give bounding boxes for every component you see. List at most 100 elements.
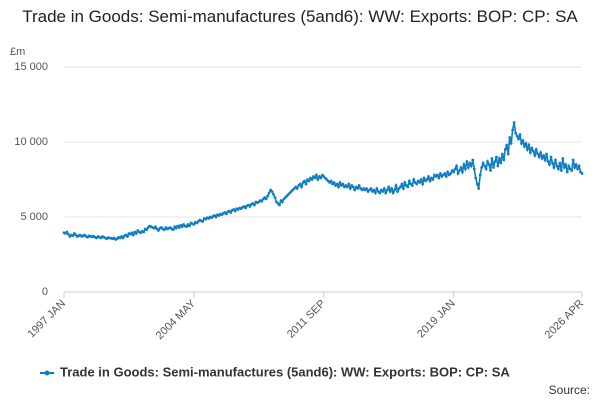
point xyxy=(244,206,247,210)
point xyxy=(341,182,345,186)
point xyxy=(477,187,481,190)
point xyxy=(335,182,339,186)
point xyxy=(145,228,149,232)
point xyxy=(391,191,395,195)
point xyxy=(337,185,340,189)
point xyxy=(564,163,568,166)
point xyxy=(418,181,422,184)
point xyxy=(531,149,535,153)
point xyxy=(406,185,410,189)
point xyxy=(469,164,473,168)
point xyxy=(452,170,456,174)
point xyxy=(515,134,519,138)
point xyxy=(483,164,486,168)
point xyxy=(171,228,175,232)
point xyxy=(162,228,166,232)
point xyxy=(384,191,388,195)
point xyxy=(475,182,479,186)
point xyxy=(562,166,566,169)
point xyxy=(412,178,416,181)
point xyxy=(387,185,391,189)
point xyxy=(400,182,404,186)
point xyxy=(443,172,447,175)
point xyxy=(545,152,548,156)
point xyxy=(497,157,501,160)
point xyxy=(543,158,547,162)
point xyxy=(410,184,414,187)
point xyxy=(378,191,382,195)
point xyxy=(192,223,196,226)
point xyxy=(464,167,467,171)
point xyxy=(421,182,425,186)
point xyxy=(486,160,489,163)
point xyxy=(188,224,191,228)
point xyxy=(549,155,553,159)
point xyxy=(281,200,284,204)
point xyxy=(278,203,281,207)
point xyxy=(224,212,228,216)
x-tick-label: 2026 APR xyxy=(543,298,587,342)
y-tick-label: 0 xyxy=(42,286,48,298)
point xyxy=(427,175,430,178)
legend-marker xyxy=(44,370,50,376)
point xyxy=(365,187,368,190)
point xyxy=(458,169,461,172)
point xyxy=(511,128,515,132)
point xyxy=(453,167,457,171)
point xyxy=(509,142,513,145)
point xyxy=(576,167,579,171)
point xyxy=(505,143,509,147)
point xyxy=(472,167,476,171)
point xyxy=(402,187,405,190)
point xyxy=(316,178,320,181)
point xyxy=(508,136,512,139)
point xyxy=(577,164,581,168)
point xyxy=(154,225,157,229)
point xyxy=(525,148,529,151)
point xyxy=(121,236,125,240)
point xyxy=(303,179,306,183)
series-line xyxy=(63,122,583,241)
point xyxy=(574,163,578,166)
point xyxy=(542,154,546,157)
x-tick-label: 2004 MAY xyxy=(154,297,199,342)
point xyxy=(351,185,355,189)
point xyxy=(548,163,551,166)
point xyxy=(348,187,352,190)
point xyxy=(540,157,544,160)
point xyxy=(71,234,75,238)
point xyxy=(347,182,351,186)
point xyxy=(523,145,526,148)
point xyxy=(425,178,429,181)
point xyxy=(487,163,491,166)
point xyxy=(503,148,507,151)
point xyxy=(559,169,563,172)
point xyxy=(345,185,349,189)
point xyxy=(300,185,304,189)
point xyxy=(512,121,516,124)
point xyxy=(502,158,506,162)
x-tick-label: 1997 JAN xyxy=(26,298,69,341)
point xyxy=(539,151,543,154)
point xyxy=(375,187,379,190)
point xyxy=(298,182,302,186)
point xyxy=(126,235,129,238)
y-tick-label: 5 000 xyxy=(20,211,48,223)
point xyxy=(267,191,271,195)
point xyxy=(201,220,205,223)
point xyxy=(65,230,69,234)
point xyxy=(270,190,274,193)
point xyxy=(329,179,333,183)
point xyxy=(461,170,464,174)
point xyxy=(527,143,531,147)
point xyxy=(555,164,559,168)
point xyxy=(455,164,458,168)
point xyxy=(471,158,475,162)
point xyxy=(390,187,394,190)
point xyxy=(157,229,160,232)
point xyxy=(180,225,184,229)
point xyxy=(474,176,478,180)
point xyxy=(546,160,550,163)
